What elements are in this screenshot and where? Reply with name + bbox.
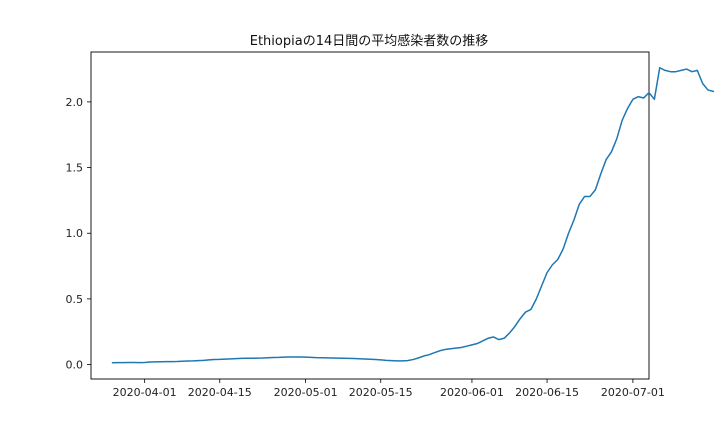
series-line: [111, 67, 715, 364]
series-layer: [111, 67, 715, 364]
x-tick-label: 2020-04-01: [113, 386, 177, 399]
chart-title: Ethiopiaの14日間の平均感染者数の推移: [250, 33, 489, 49]
axes-layer: 2020-04-01 2020-04-15 2020-05-01 2020-05-15…: [66, 96, 665, 399]
y-tick-label: 2.0: [66, 96, 84, 109]
y-tick-label: 1.0: [66, 227, 84, 240]
y-tick-label: 1.5: [66, 162, 84, 175]
y-tick-label: 0.5: [66, 293, 84, 306]
x-tick-label: 2020-06-15: [515, 386, 579, 399]
y-tick-label: 0.0: [66, 359, 84, 372]
x-tick-label: 2020-04-15: [188, 386, 252, 399]
x-tick-label: 2020-05-01: [274, 386, 338, 399]
x-tick-label: 2020-07-01: [601, 386, 665, 399]
plot-area-frame: [90, 51, 650, 380]
x-tick-label: 2020-05-15: [349, 386, 413, 399]
x-tick-label: 2020-06-01: [440, 386, 504, 399]
